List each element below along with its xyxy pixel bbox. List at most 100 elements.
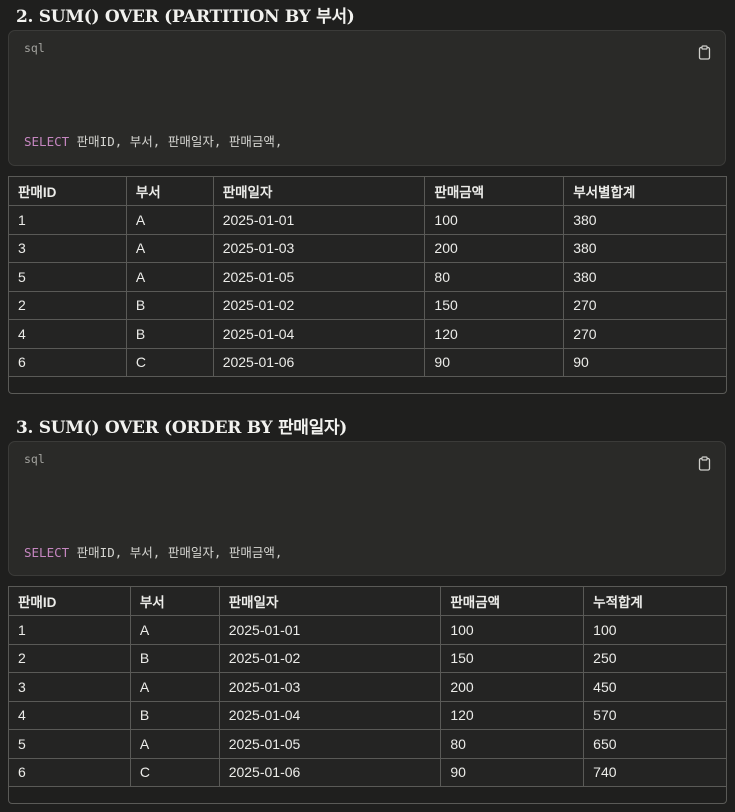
section-3-title: 3. SUM() OVER (ORDER BY 판매일자): [16, 418, 348, 438]
column-header: 부서별합계: [563, 176, 727, 206]
table-cell: 150: [424, 290, 565, 320]
table-cell: B: [125, 319, 214, 349]
table-cell: B: [129, 643, 220, 673]
table-cell: 2025-01-02: [212, 290, 426, 320]
code-line-1: SELECT 판매ID, 부서, 판매일자, 판매금액,: [24, 130, 429, 153]
column-header: 판매금액: [424, 176, 565, 206]
table-row: 6 C 2025-01-06 90 90: [8, 347, 727, 377]
table-cell: 270: [563, 290, 727, 320]
code-line-1: SELECT 판매ID, 부서, 판매일자, 판매금액,: [24, 541, 410, 564]
table-row: 2 B 2025-01-02 150 270: [8, 290, 727, 320]
table-cell: B: [129, 700, 220, 730]
table-row: 2 B 2025-01-02 150 250: [8, 643, 727, 673]
result-table-order-by: 판매ID 부서 판매일자 판매금액 누적합계 1 A 2025-01-01 100 10…: [8, 586, 727, 787]
table-cell: 2025-01-04: [212, 319, 426, 349]
column-header: 판매ID: [8, 586, 131, 616]
keyword-select: SELECT: [24, 545, 70, 560]
table-cell: 570: [583, 700, 727, 730]
clipboard-icon[interactable]: [698, 45, 711, 60]
table-cell: 2025-01-03: [218, 672, 442, 702]
table-cell: 5: [8, 262, 127, 292]
table-cell: 80: [424, 262, 565, 292]
table-cell: C: [129, 757, 220, 787]
table-cell: 650: [583, 729, 727, 759]
table-row: 4 B 2025-01-04 120 270: [8, 319, 727, 349]
table-row: 3 A 2025-01-03 200 380: [8, 233, 727, 263]
code-text: 판매ID, 부서, 판매일자, 판매금액,: [69, 545, 283, 560]
table-row: 6 C 2025-01-06 90 740: [8, 757, 727, 787]
table-cell: 2025-01-04: [218, 700, 442, 730]
table-cell: A: [129, 672, 220, 702]
table-cell: 4: [8, 700, 131, 730]
column-header: 판매금액: [440, 586, 585, 616]
code-language-label: sql: [24, 41, 45, 55]
table-cell: 3: [8, 672, 131, 702]
column-header: 판매ID: [8, 176, 127, 206]
table-cell: 2025-01-06: [218, 757, 442, 787]
clipboard-icon[interactable]: [698, 456, 711, 471]
table-cell: 100: [424, 205, 565, 235]
table-row: 5 A 2025-01-05 80 650: [8, 729, 727, 759]
table-cell: 2025-01-05: [218, 729, 442, 759]
table-cell: 2: [8, 643, 131, 673]
table-cell: 4: [8, 319, 127, 349]
table-cell: 90: [440, 757, 585, 787]
table-cell: 200: [440, 672, 585, 702]
table-row: 1 A 2025-01-01 100 100: [8, 615, 727, 645]
table-cell: 90: [563, 347, 727, 377]
table-cell: A: [125, 262, 214, 292]
column-header: 부서: [125, 176, 214, 206]
table-cell: 6: [8, 347, 127, 377]
table-cell: 1: [8, 615, 131, 645]
table-cell: 2025-01-06: [212, 347, 426, 377]
table-cell: 450: [583, 672, 727, 702]
table-cell: 2025-01-05: [212, 262, 426, 292]
table-header-row: 판매ID 부서 판매일자 판매금액 누적합계: [8, 586, 727, 616]
table-cell: 6: [8, 757, 131, 787]
table-cell: 270: [563, 319, 727, 349]
result-table-partition: 판매ID 부서 판매일자 판매금액 부서별합계 1 A 2025-01-01 100 3…: [8, 176, 727, 377]
table-cell: 1: [8, 205, 127, 235]
table-cell: 740: [583, 757, 727, 787]
table-cell: A: [125, 233, 214, 263]
table-cell: 200: [424, 233, 565, 263]
table-cell: 250: [583, 643, 727, 673]
column-header: 부서: [129, 586, 220, 616]
table-cell: 380: [563, 205, 727, 235]
table-cell: 90: [424, 347, 565, 377]
table-cell: A: [129, 729, 220, 759]
code-block-partition: sql SELECT 판매ID, 부서, 판매일자, 판매금액, SUM(판매금…: [8, 30, 726, 287]
table-row: 5 A 2025-01-05 80 380: [8, 262, 727, 292]
table-cell: 120: [424, 319, 565, 349]
table-cell: 2: [8, 290, 127, 320]
table-cell: C: [125, 347, 214, 377]
section-2-title: 2. SUM() OVER (PARTITION BY 부서): [16, 7, 355, 27]
table-header-row: 판매ID 부서 판매일자 판매금액 부서별합계: [8, 176, 727, 206]
table-cell: 2025-01-01: [212, 205, 426, 235]
column-header: 누적합계: [583, 586, 727, 616]
table-row: 1 A 2025-01-01 100 380: [8, 205, 727, 235]
table-cell: 150: [440, 643, 585, 673]
code-block-order-by: sql SELECT 판매ID, 부서, 판매일자, 판매금액, SUM(판매금…: [8, 441, 726, 698]
code-text: 판매ID, 부서, 판매일자, 판매금액,: [69, 134, 283, 149]
table-cell: 2025-01-02: [218, 643, 442, 673]
table-row: 3 A 2025-01-03 200 450: [8, 672, 727, 702]
code-language-label: sql: [24, 452, 45, 466]
column-header: 판매일자: [218, 586, 442, 616]
table-cell: 2025-01-03: [212, 233, 426, 263]
table-cell: B: [125, 290, 214, 320]
table-row: 4 B 2025-01-04 120 570: [8, 700, 727, 730]
table-cell: 380: [563, 262, 727, 292]
table-cell: A: [129, 615, 220, 645]
table-cell: 380: [563, 233, 727, 263]
table-cell: A: [125, 205, 214, 235]
table-cell: 5: [8, 729, 131, 759]
table-cell: 2025-01-01: [218, 615, 442, 645]
table-cell: 100: [440, 615, 585, 645]
table-cell: 120: [440, 700, 585, 730]
column-header: 판매일자: [212, 176, 426, 206]
table-cell: 3: [8, 233, 127, 263]
table-cell: 100: [583, 615, 727, 645]
table-cell: 80: [440, 729, 585, 759]
